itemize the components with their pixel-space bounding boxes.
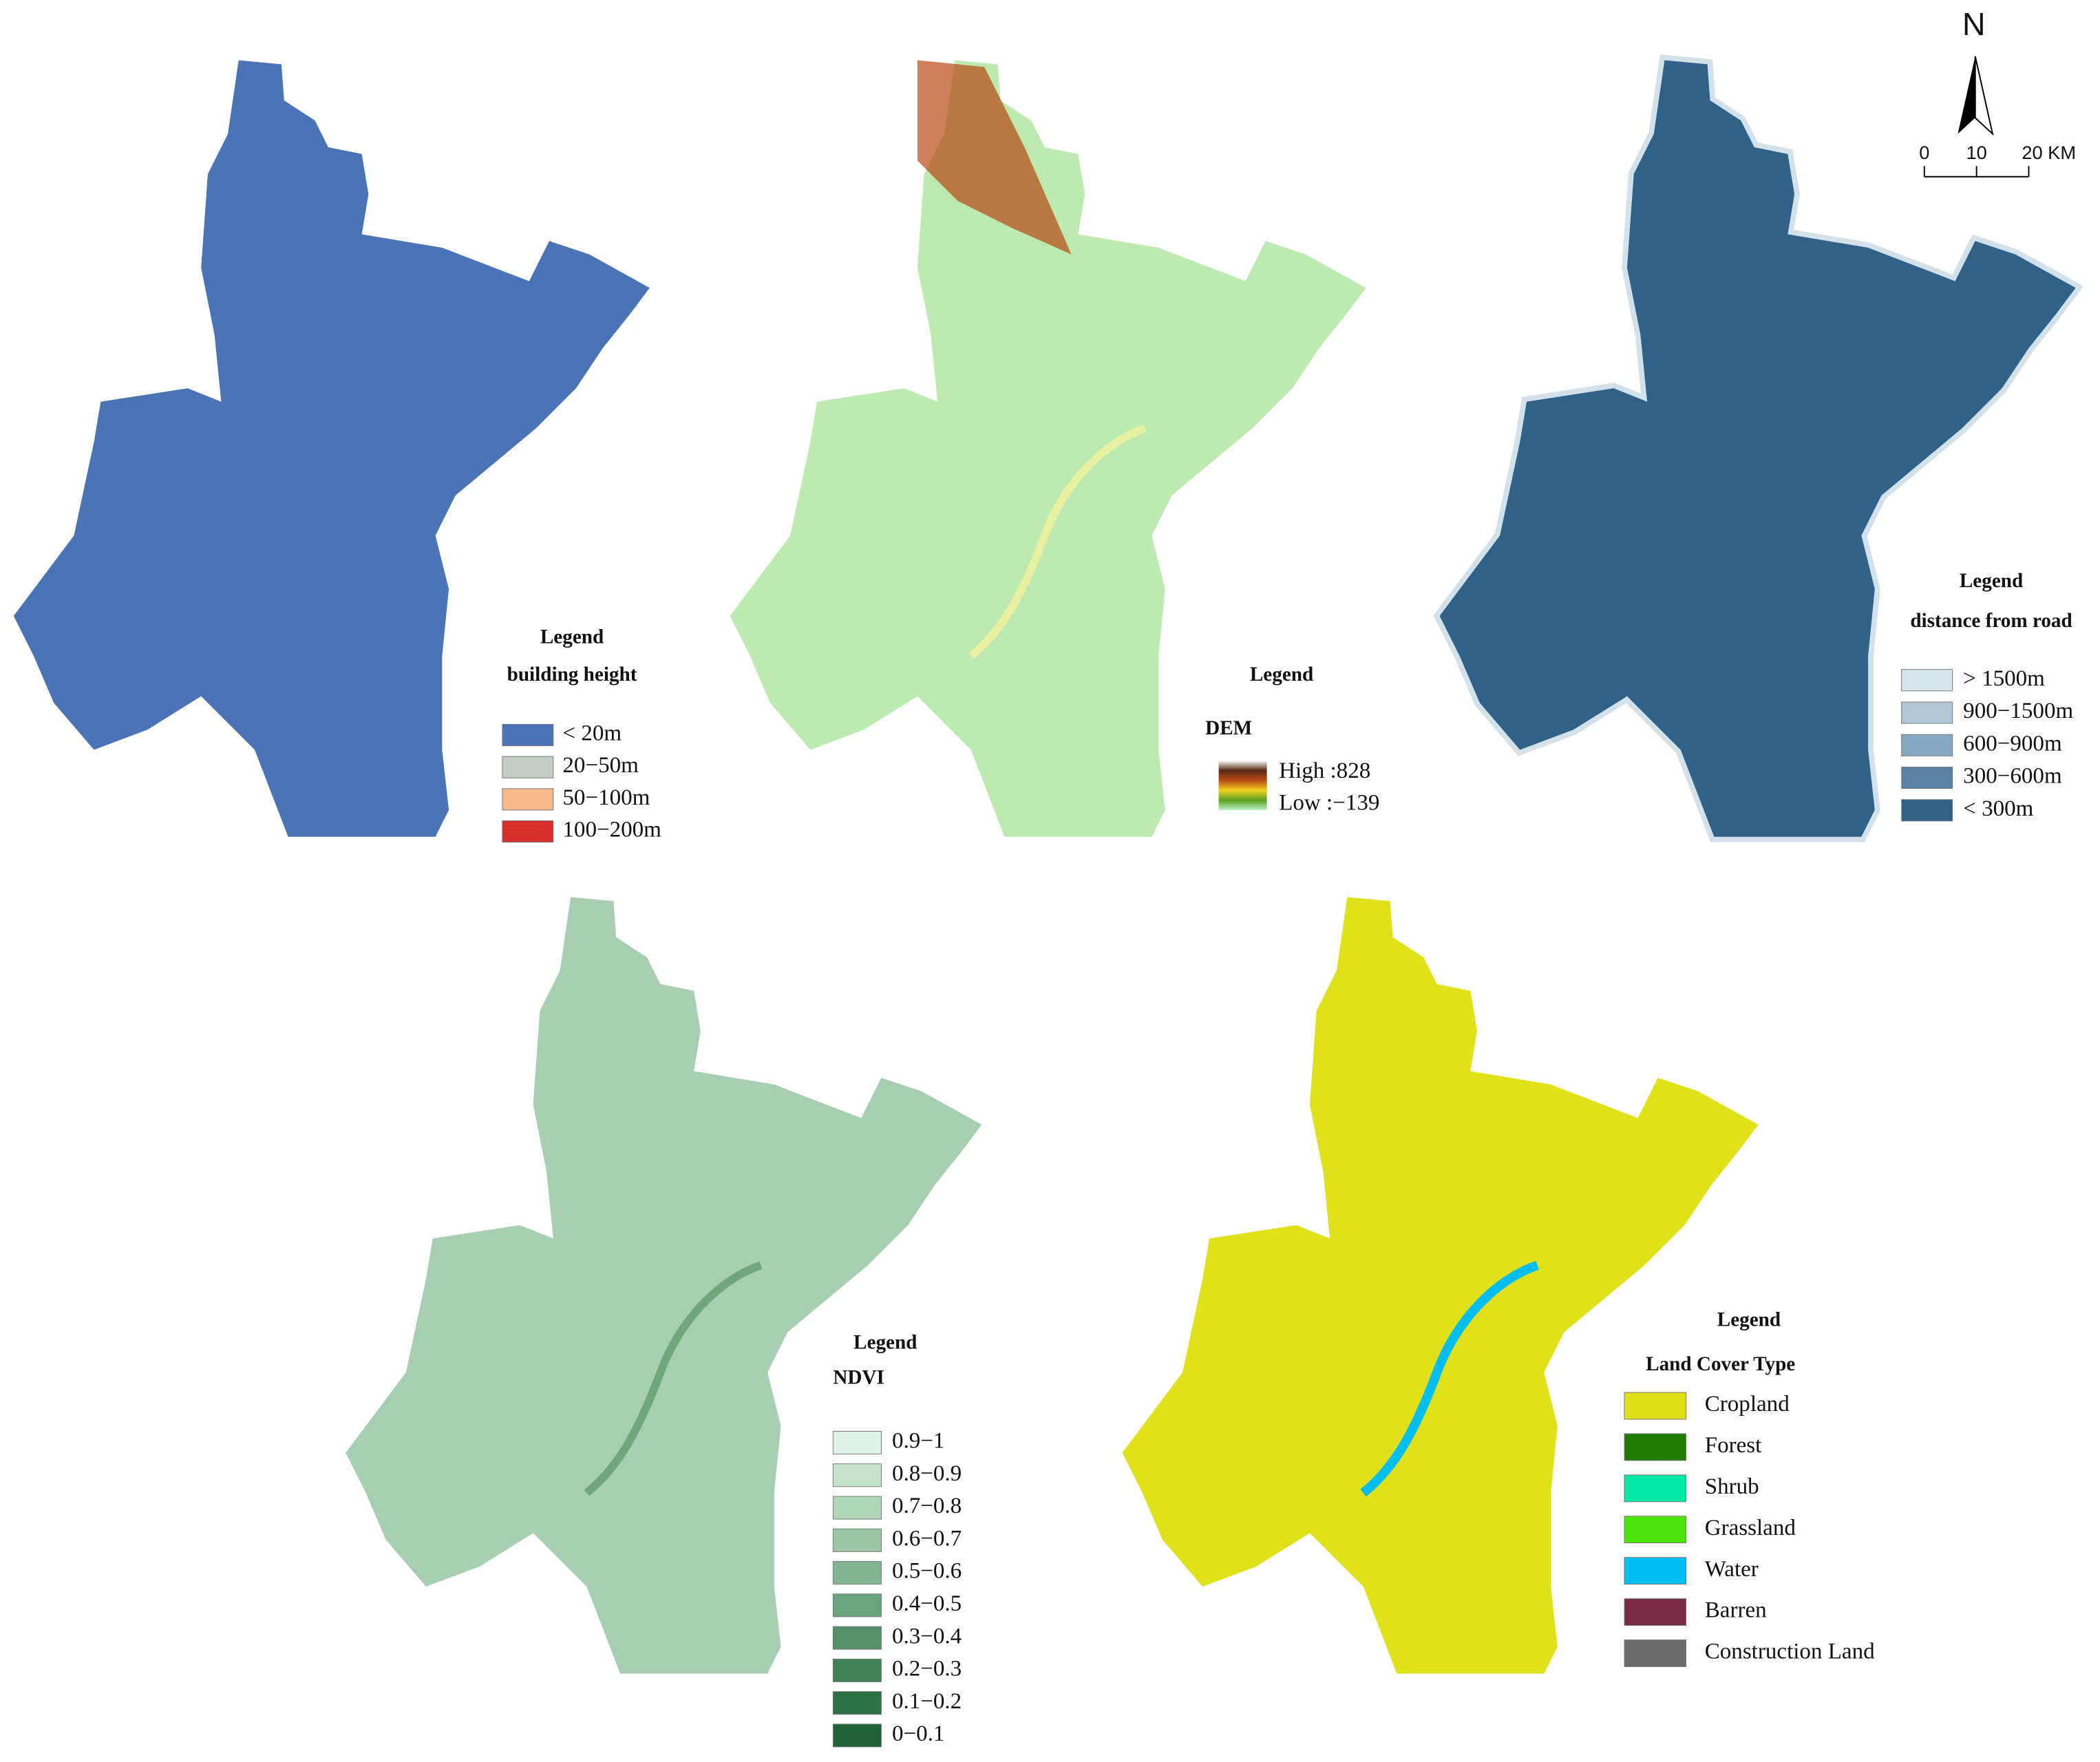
legend-label: > 1500m	[1963, 666, 2045, 691]
legend-swatch	[1901, 701, 1953, 724]
scale-label: 0	[1919, 142, 1929, 163]
legend-label: 0−0.1	[892, 1721, 944, 1746]
legend-label: 0.3−0.4	[892, 1624, 962, 1648]
legend-swatch	[1901, 799, 1953, 822]
legend-title: Legend	[1717, 1309, 1781, 1331]
map-area	[730, 60, 1366, 837]
scale-label: 10	[1966, 142, 1986, 163]
legend-label: < 300m	[1963, 796, 2033, 821]
north-label: N	[1962, 6, 1986, 42]
legend-label: 0.4−0.5	[892, 1591, 962, 1616]
north-arrow: N	[1958, 6, 1994, 136]
legend-title: Legend	[1250, 664, 1313, 686]
legend-swatch	[832, 1561, 882, 1585]
legend-label: Barren	[1705, 1598, 1767, 1623]
legend-title: Legend	[540, 626, 604, 648]
legend-label: < 20m	[562, 721, 622, 746]
map-panel	[13, 60, 650, 837]
legend-swatch	[502, 820, 554, 843]
legend-subtitle: building height	[507, 664, 637, 686]
legend-swatch	[1901, 669, 1953, 692]
legend-label: Forest	[1705, 1433, 1762, 1458]
legend-label: 0.7−0.8	[892, 1494, 962, 1518]
legend-label: Shrub	[1705, 1474, 1759, 1499]
legend-label: Low :−139	[1279, 791, 1379, 816]
map-area	[346, 897, 982, 1674]
map-area	[13, 60, 650, 837]
highland	[917, 60, 1072, 255]
legend-subtitle: distance from road	[1910, 610, 2072, 632]
legend-label: 300−600m	[1963, 764, 2062, 789]
legend: Legend NDVI 0.9−1 0.8−0.9 0.7−0.8 0.6−0.7 0.5−…	[832, 1332, 962, 1748]
legend-label: Grassland	[1705, 1516, 1796, 1540]
legend-swatch	[832, 1658, 882, 1682]
legend-title: Legend	[853, 1332, 917, 1354]
legend-label: High :828	[1279, 758, 1370, 783]
legend-swatch	[1624, 1516, 1686, 1544]
legend: Legend building height < 20m 20−50m 50−100m 1…	[502, 626, 661, 843]
legend-swatch	[502, 723, 554, 747]
legend-swatch	[1901, 734, 1953, 756]
legend-swatch	[832, 1528, 882, 1552]
legend-label: 600−900m	[1963, 731, 2062, 756]
legend: Legend distance from road > 1500m 900−1500m…	[1901, 570, 2073, 822]
legend-swatch	[502, 788, 554, 811]
legend-subtitle: Land Cover Type	[1646, 1353, 1795, 1375]
map-panel	[730, 60, 1366, 837]
legend-swatch	[1624, 1474, 1686, 1503]
legend-label: 100−200m	[562, 818, 661, 842]
legend-swatch	[832, 1463, 882, 1487]
legend-swatch	[1624, 1639, 1686, 1667]
legend: Legend Land Cover Type Cropland Forest Shrub…	[1624, 1309, 1875, 1667]
legend-swatch	[832, 1431, 882, 1455]
legend-label: 50−100m	[562, 785, 650, 810]
legend-label: 0.2−0.3	[892, 1657, 962, 1681]
scale-label: 20 KM	[2022, 142, 2076, 163]
legend-label: 0.8−0.9	[892, 1461, 962, 1486]
legend-label: 0.6−0.7	[892, 1526, 962, 1551]
legend-swatch	[832, 1593, 882, 1617]
legend-title: Legend	[1960, 570, 2023, 592]
legend-label: Construction Land	[1705, 1639, 1875, 1664]
legend-swatch	[832, 1723, 882, 1748]
legend-swatch	[832, 1496, 882, 1520]
legend-label: 0.5−0.6	[892, 1559, 962, 1584]
scale-bar: 0 10 20 KM	[1919, 142, 2076, 178]
legend-label: Cropland	[1705, 1392, 1790, 1416]
legend-swatch	[1218, 760, 1267, 810]
map-panel	[346, 897, 982, 1674]
legend-swatch	[1624, 1598, 1686, 1626]
legend-swatch	[1624, 1557, 1686, 1585]
legend-label: 20−50m	[562, 753, 639, 778]
legend-swatch	[1901, 766, 1953, 789]
legend-label: 900−1500m	[1963, 699, 2073, 723]
legend-subtitle: DEM	[1205, 717, 1252, 739]
legend-label: 0.9−1	[892, 1429, 944, 1454]
legend: Legend DEM High :828 Low :−139	[1205, 664, 1379, 816]
legend-swatch	[1624, 1392, 1686, 1420]
legend-subtitle: NDVI	[833, 1366, 884, 1388]
legend-label: 0.1−0.2	[892, 1689, 962, 1714]
legend-swatch	[832, 1691, 882, 1715]
legend-swatch	[832, 1626, 882, 1650]
legend-swatch	[1624, 1433, 1686, 1461]
legend-swatch	[502, 756, 554, 778]
legend-label: Water	[1705, 1557, 1759, 1582]
